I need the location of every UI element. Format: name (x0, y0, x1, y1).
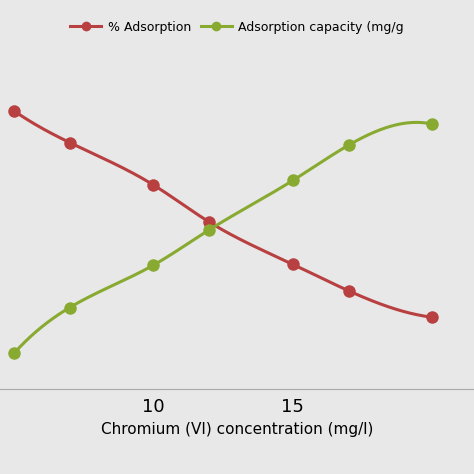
X-axis label: Chromium (VI) concentration (mg/l): Chromium (VI) concentration (mg/l) (101, 422, 373, 437)
Legend: % Adsorption, Adsorption capacity (mg/g: % Adsorption, Adsorption capacity (mg/g (65, 16, 409, 39)
